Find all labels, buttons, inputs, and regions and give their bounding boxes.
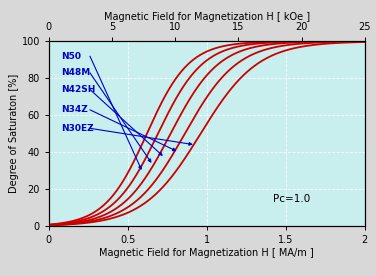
Y-axis label: Degree of Saturaton [%]: Degree of Saturaton [%]	[9, 74, 19, 193]
X-axis label: Magnetic Field for Magnetization H [ kOe ]: Magnetic Field for Magnetization H [ kOe…	[104, 12, 310, 22]
Text: N48M: N48M	[62, 68, 91, 77]
Text: N34Z: N34Z	[62, 105, 88, 114]
Text: N50: N50	[62, 52, 82, 61]
Text: N42SH: N42SH	[62, 85, 96, 94]
Text: Pc=1.0: Pc=1.0	[273, 194, 310, 204]
X-axis label: Magnetic Field for Magnetization H [ MA/m ]: Magnetic Field for Magnetization H [ MA/…	[99, 248, 314, 258]
Text: N30EZ: N30EZ	[62, 124, 94, 133]
